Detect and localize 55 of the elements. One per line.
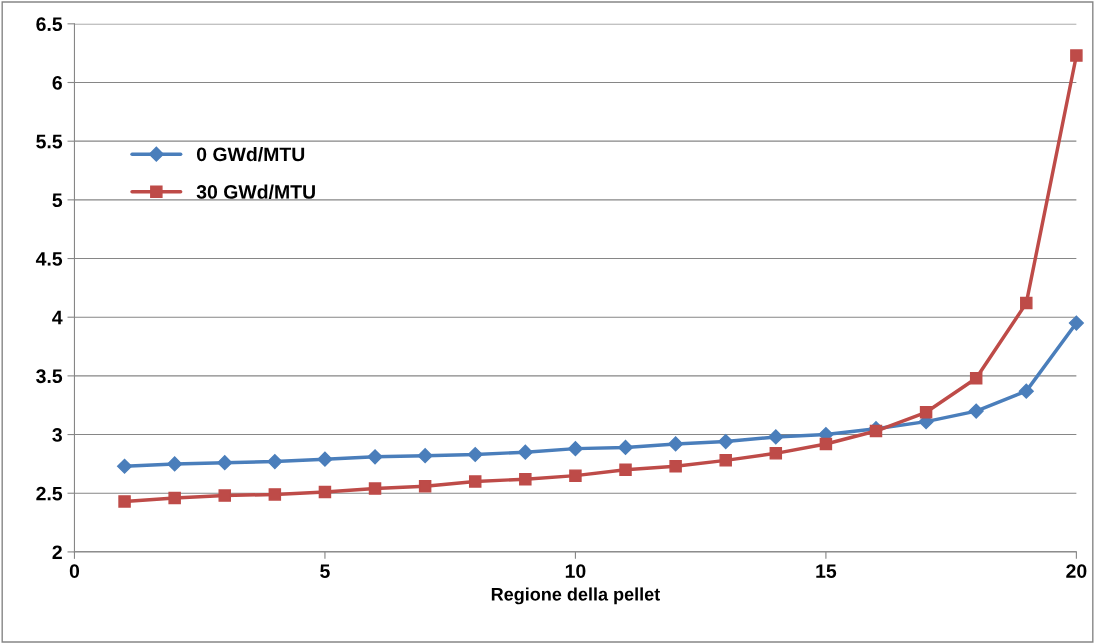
point — [1068, 315, 1084, 331]
point — [118, 495, 131, 508]
point — [467, 446, 483, 463]
y-tick-label: 4.5 — [35, 252, 63, 266]
point — [619, 463, 632, 477]
point — [267, 453, 283, 470]
point — [718, 434, 734, 450]
x-tick-label: 5 — [320, 564, 330, 578]
point — [468, 475, 482, 488]
y-tick-label: 2.5 — [36, 486, 63, 501]
point — [669, 459, 682, 473]
x-tick-label: 15 — [816, 564, 837, 578]
y-tick-label: 5.5 — [36, 134, 63, 149]
point — [567, 441, 583, 457]
point — [768, 429, 784, 445]
point — [919, 406, 933, 419]
y-tick-label: 3 — [52, 428, 62, 442]
point — [1020, 296, 1033, 310]
point — [1018, 383, 1034, 399]
point — [417, 448, 433, 464]
x-axis-title: Regione della pellet — [491, 587, 660, 605]
point — [318, 485, 332, 499]
point — [268, 488, 282, 501]
x-tick-label: 0 — [69, 564, 80, 578]
legend-label: 30 GWd/MTU — [196, 184, 315, 199]
point — [869, 424, 883, 438]
point — [719, 454, 732, 467]
y-tick-label: 3.5 — [36, 369, 63, 384]
x-tick-label: 20 — [1066, 564, 1087, 578]
point — [968, 403, 984, 419]
point — [367, 449, 383, 465]
point — [168, 491, 181, 505]
point — [569, 469, 582, 482]
point — [418, 479, 432, 493]
point — [769, 447, 783, 460]
point — [218, 489, 231, 502]
y-tick-label: 2 — [52, 545, 62, 559]
point — [116, 458, 133, 474]
point — [819, 437, 833, 451]
point — [519, 472, 532, 486]
y-tick-label: 5 — [52, 193, 63, 208]
point — [517, 444, 533, 460]
point — [167, 456, 183, 472]
point — [217, 455, 233, 471]
y-tick-label: 6 — [52, 75, 62, 90]
point — [317, 451, 333, 467]
x-tick-label: 10 — [565, 564, 586, 578]
y-tick-label: 4 — [52, 310, 63, 325]
y-tick-label: 6.5 — [36, 17, 63, 32]
point — [368, 482, 382, 495]
point — [668, 436, 684, 452]
point — [617, 439, 634, 456]
point — [969, 371, 983, 385]
point — [1070, 49, 1083, 62]
legend-label: 0 GWd/MTU — [196, 146, 305, 162]
